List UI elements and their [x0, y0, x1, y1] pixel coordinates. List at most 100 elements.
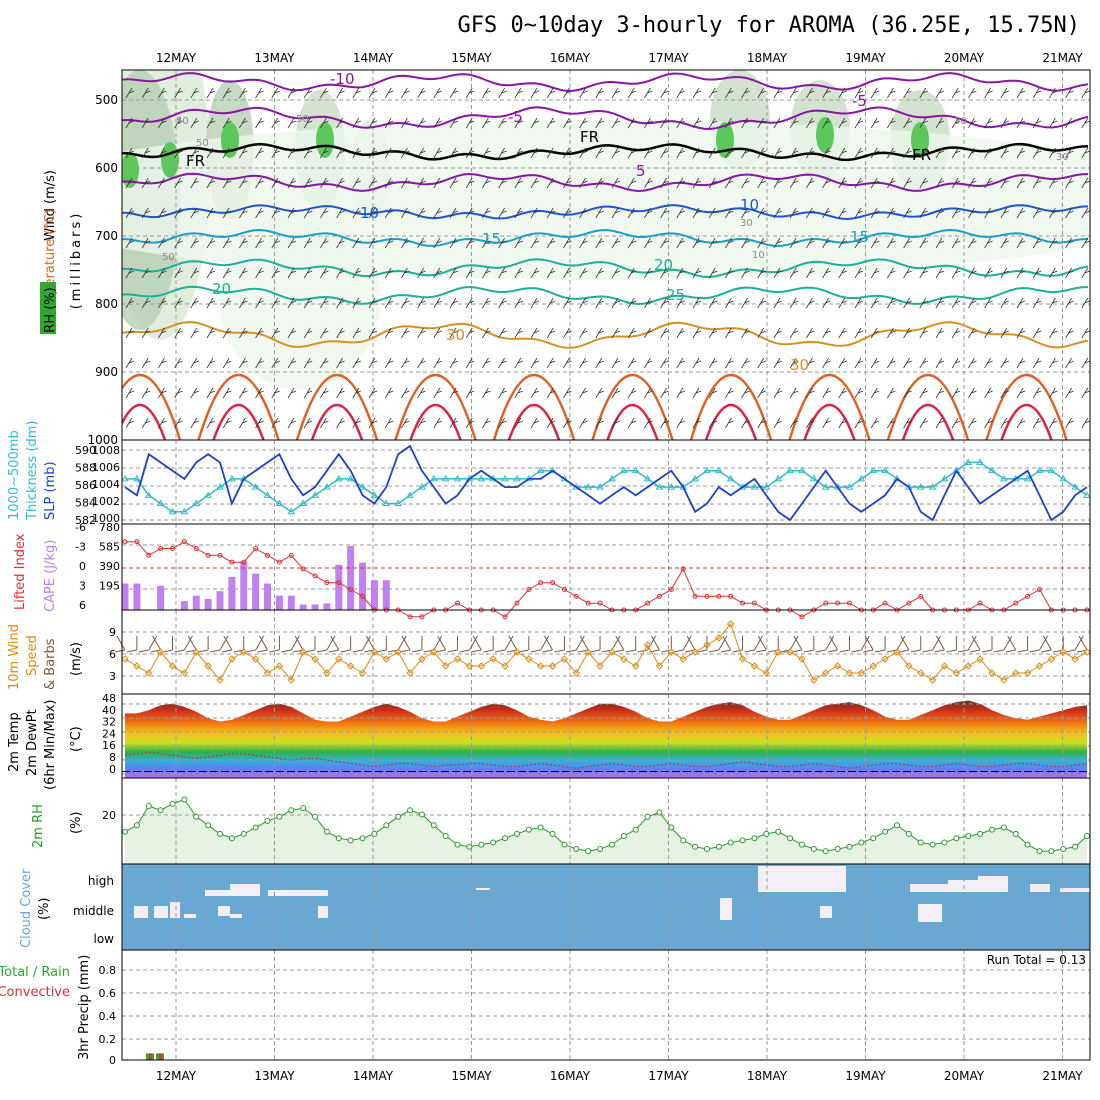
thickness-point	[334, 474, 343, 482]
wind-barb	[174, 327, 183, 339]
lifted-index-point	[300, 566, 306, 572]
lifted-index-point	[656, 593, 662, 599]
rh-point	[1060, 845, 1067, 852]
wind-barb	[822, 327, 831, 339]
wind-barb	[968, 87, 977, 99]
wind-barb	[1065, 387, 1074, 399]
thickness-point	[703, 466, 711, 474]
thickness-point	[809, 474, 818, 482]
wind-barb	[141, 117, 151, 129]
lifted-index-point	[288, 552, 294, 558]
rh-point	[276, 813, 283, 820]
wind-barb	[206, 177, 216, 189]
wind-barb	[1065, 297, 1074, 309]
wind-barb	[579, 117, 588, 129]
surface-wind-barb	[946, 636, 957, 653]
wind-barb	[854, 267, 864, 279]
cloud-level-tick: high	[88, 874, 114, 888]
wind-barb	[806, 87, 815, 99]
cloud-cover-fill	[122, 864, 1090, 950]
wind-barb	[903, 297, 912, 309]
wind-barb	[741, 327, 750, 339]
wind-barb	[627, 177, 637, 189]
wind-barb	[579, 327, 588, 339]
surface-wind-barb	[1029, 635, 1048, 653]
rh-point	[810, 845, 817, 852]
thickness-point	[619, 466, 628, 474]
surface-wind-barb	[839, 636, 850, 653]
wind-barb	[951, 417, 961, 429]
thickness-label-1: 1000~500mb	[7, 430, 22, 520]
wind-barb	[611, 417, 621, 429]
cape-tick: 390	[99, 560, 120, 573]
rh-point	[383, 822, 390, 829]
wind-tick: 3	[109, 670, 116, 683]
wind-barb	[222, 327, 232, 339]
wind-barb	[627, 117, 637, 129]
isotherm-35	[689, 374, 773, 440]
wind-barb	[1081, 417, 1090, 429]
wind-barb	[725, 327, 734, 339]
cape-bar	[204, 598, 212, 610]
wind-barb	[546, 267, 556, 279]
wind-barb	[789, 117, 799, 129]
slp-tick: 1008	[92, 444, 120, 457]
wind-barb	[255, 87, 264, 99]
wind-barb	[125, 297, 135, 309]
wind-barb	[773, 177, 783, 189]
cape-bar	[157, 585, 165, 610]
wind-barb	[757, 117, 766, 129]
thickness-point	[536, 466, 545, 474]
thickness-point	[691, 474, 699, 482]
surface-wind-barb	[209, 635, 229, 653]
precip-tick: 0.8	[99, 964, 117, 977]
wind-barb	[336, 177, 345, 189]
thickness-point	[798, 466, 806, 474]
wind-speed-point	[738, 655, 747, 663]
contour-label: FR	[912, 146, 931, 164]
wind-barb	[563, 147, 572, 159]
wind-barb	[1065, 327, 1074, 339]
wind-barb	[303, 177, 313, 189]
wind-barb	[984, 327, 993, 339]
wind-barb	[627, 417, 637, 429]
wind-barb	[741, 117, 750, 129]
wind-barb	[433, 207, 442, 219]
surface-wind-barb	[269, 636, 280, 653]
wind-barb	[239, 327, 248, 339]
thickness-point	[323, 483, 331, 490]
rh-contour-label: 10	[752, 250, 765, 261]
rh-point	[905, 830, 912, 837]
thickness-point	[228, 474, 236, 482]
wind-barb	[838, 297, 847, 309]
thickness-point	[1083, 491, 1091, 498]
wind-barb	[1049, 327, 1058, 339]
thickness-point	[441, 474, 450, 482]
lifted-index-point	[538, 580, 544, 586]
thickness-line	[125, 461, 1088, 513]
date-label-bottom: 17MAY	[648, 1069, 689, 1083]
lifted-index-label: Lifted Index	[13, 533, 28, 610]
wind-barb	[1049, 357, 1058, 369]
surface-wind-barb	[126, 636, 138, 653]
wind-barb	[352, 417, 361, 429]
wind-barb	[903, 207, 912, 219]
cape-tick: 195	[99, 580, 120, 593]
wind-barb	[935, 237, 945, 249]
wind-barb	[125, 357, 135, 369]
lifted-index-point	[360, 593, 366, 599]
wind-speed-point	[370, 648, 379, 656]
wind-speed-point	[1012, 669, 1020, 677]
temp-tick: 8	[109, 751, 116, 764]
wind-barb	[579, 237, 588, 249]
wind-barb	[870, 117, 880, 129]
lifted-index-point	[312, 573, 318, 579]
surface-wind-barb	[815, 635, 835, 653]
wind-barb	[482, 87, 491, 99]
surface-wind-barb	[803, 636, 815, 653]
wind-barb	[644, 327, 653, 339]
rh-point	[347, 837, 354, 844]
slp-tick: 1004	[92, 478, 120, 491]
wind-barb	[158, 267, 167, 279]
lifted-index-point	[134, 539, 140, 545]
